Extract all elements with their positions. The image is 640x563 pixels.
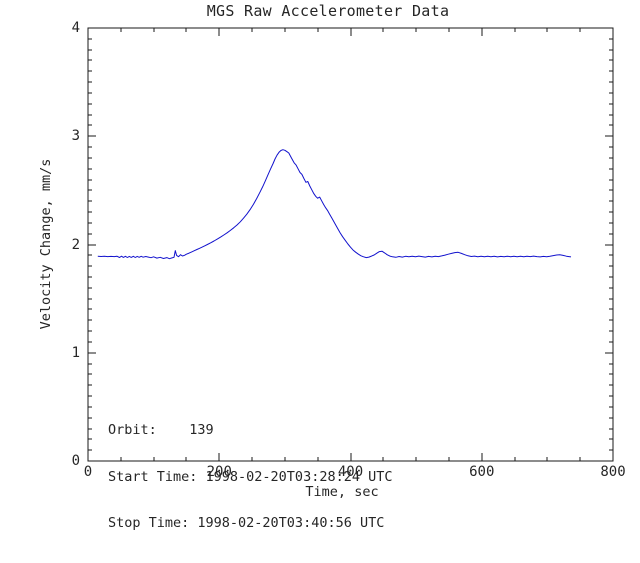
y-tick-label: 2 — [71, 236, 80, 253]
annotation-block: Orbit: 139 Start Time: 1998-02-20T03:28:… — [108, 392, 392, 563]
y-axis-tick-labels: 0 1 2 3 4 — [71, 20, 80, 469]
x-tick-label: 600 — [469, 464, 495, 480]
plot-canvas — [87, 27, 614, 462]
x-tick-label: 800 — [600, 464, 626, 480]
x-tick-label: 0 — [83, 464, 93, 480]
axes-and-ticks — [87, 27, 614, 462]
accelerometer-chart: MGS Raw Accelerometer Data 0 200 400 600 800… — [38, 2, 626, 531]
x-tick-label: 400 — [337, 464, 364, 480]
x-tick-label: 200 — [206, 464, 232, 480]
y-tick-label: 0 — [71, 453, 80, 469]
y-tick-label: 3 — [71, 128, 80, 145]
x-axis-title: Time, sec — [305, 484, 379, 500]
y-tick-label: 1 — [71, 344, 80, 361]
y-tick-label: 4 — [71, 20, 80, 36]
data-line-velocity-change — [97, 149, 572, 260]
annotation-start-time: Start Time: 1998-02-20T03:28:24 UTC — [108, 468, 393, 485]
annotation-orbit: Orbit: 139 — [108, 422, 214, 438]
y-axis-title: Velocity Change, mm/s — [38, 158, 54, 330]
plot-title: MGS Raw Accelerometer Data — [206, 2, 450, 20]
x-axis-tick-labels: 0 200 400 600 800 — [83, 464, 626, 480]
annotation-stop-time: Stop Time: 1998-02-20T03:40:56 UTC — [108, 515, 385, 531]
